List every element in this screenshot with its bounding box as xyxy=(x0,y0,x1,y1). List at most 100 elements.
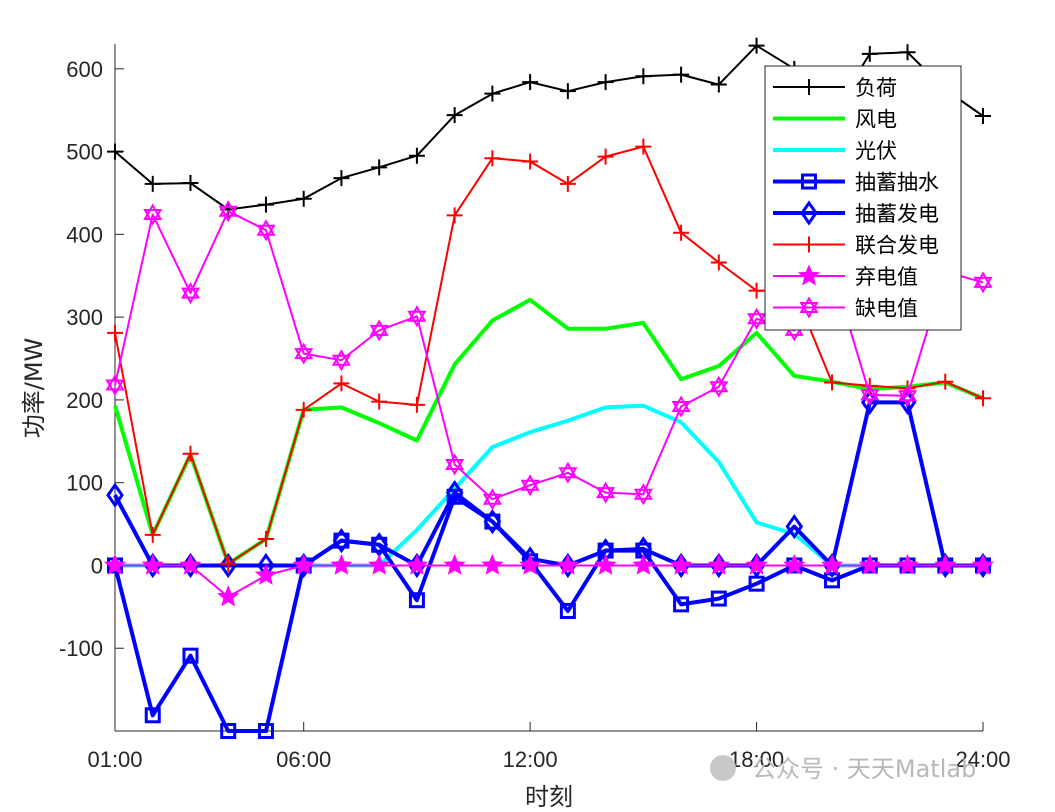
hexagram-up xyxy=(709,375,729,393)
series-4 xyxy=(107,488,991,739)
hexagram-down xyxy=(407,310,427,328)
data-point xyxy=(594,553,617,575)
data-point xyxy=(371,159,388,176)
data-point xyxy=(482,488,502,511)
data-point xyxy=(332,528,351,554)
y-tick-label: 100 xyxy=(66,471,103,496)
y-tick-label: 500 xyxy=(66,140,103,165)
y-tick-label: 400 xyxy=(66,222,103,247)
legend-item: 风电 xyxy=(773,108,897,132)
data-point xyxy=(785,513,804,540)
hexagram-down xyxy=(860,389,880,406)
hexagram-down xyxy=(369,324,389,342)
legend-item: 光伏 xyxy=(773,139,897,163)
data-point xyxy=(710,590,727,607)
data-point xyxy=(333,375,350,392)
legend-swatch-marker xyxy=(800,200,818,226)
legend-label: 弃电值 xyxy=(855,265,918,289)
data-point xyxy=(484,85,501,102)
data-point xyxy=(333,170,350,187)
data-point xyxy=(446,107,463,124)
data-point xyxy=(897,384,918,407)
data-point xyxy=(144,707,161,724)
x-tick-label: 06:00 xyxy=(276,747,331,772)
data-point xyxy=(443,553,466,575)
data-point xyxy=(783,553,806,575)
data-point xyxy=(182,175,199,192)
data-point xyxy=(179,553,202,575)
wechat-icon xyxy=(710,755,736,781)
legend-item: 抽蓄抽水 xyxy=(773,171,939,195)
legend-swatch-marker xyxy=(799,296,819,319)
hexagram-up xyxy=(105,374,125,391)
data-point xyxy=(596,481,616,504)
legend-item: 负荷 xyxy=(773,76,897,100)
hexagram-down xyxy=(331,354,351,372)
hexagram-up xyxy=(256,219,276,236)
data-point xyxy=(971,553,995,575)
data-point xyxy=(558,461,578,484)
watermark: 公众号 · 天天Matlab xyxy=(710,755,976,783)
data-point xyxy=(257,530,274,547)
legend-item: 联合发电 xyxy=(773,234,939,258)
legend-swatch-marker xyxy=(801,173,817,190)
hexagram-up xyxy=(331,349,351,366)
data-point xyxy=(292,553,315,575)
data-point xyxy=(180,282,201,305)
hexagram-up xyxy=(180,282,201,299)
axes-layer: -100 0 100 200 300 400 500 600 01:00 06:00 12:00 18… xyxy=(59,44,1011,772)
legend-swatch-marker xyxy=(797,264,821,286)
series-3 xyxy=(115,403,983,568)
data-point xyxy=(597,74,614,91)
hexagram-down xyxy=(558,467,578,484)
data-point xyxy=(217,585,240,607)
y-axis-label: 功率/MW xyxy=(20,338,48,439)
hexagram-down xyxy=(596,487,616,504)
hexagram-down xyxy=(897,390,918,407)
series-6 xyxy=(107,138,991,572)
data-point xyxy=(748,37,765,54)
data-point xyxy=(824,374,841,391)
x-tick-label: 18:00 xyxy=(729,747,784,772)
data-point xyxy=(405,553,429,575)
hexagram-up xyxy=(558,461,578,479)
data-point xyxy=(745,553,768,575)
y-tick-label: 300 xyxy=(66,305,103,330)
data-point xyxy=(709,375,729,398)
y-tick-label: -100 xyxy=(59,636,103,661)
series-7 xyxy=(103,553,995,607)
data-point xyxy=(481,553,504,575)
hexagram-down xyxy=(294,348,314,365)
data-point xyxy=(673,224,690,241)
data-point xyxy=(220,723,237,739)
hexagram-up xyxy=(860,383,880,401)
data-point xyxy=(937,373,954,390)
data-point xyxy=(559,602,576,619)
data-point xyxy=(635,68,652,85)
data-point xyxy=(368,553,391,575)
series-line xyxy=(113,494,983,733)
series-5 xyxy=(106,389,992,579)
legend-label: 负荷 xyxy=(855,76,897,100)
legend-label: 缺电值 xyxy=(855,297,918,321)
hexagram-up xyxy=(294,342,314,360)
data-point xyxy=(295,401,312,418)
hexagram-down xyxy=(520,479,540,497)
hexagram-up xyxy=(482,488,502,505)
data-point xyxy=(821,553,844,575)
data-point xyxy=(860,383,880,406)
data-point xyxy=(673,66,690,83)
data-point xyxy=(257,723,274,739)
data-point xyxy=(445,453,465,476)
data-point xyxy=(975,390,991,407)
data-point xyxy=(143,203,163,226)
hexagram-up xyxy=(897,384,918,402)
hexagram-down xyxy=(709,381,729,398)
data-point xyxy=(106,482,124,508)
data-point xyxy=(407,305,427,328)
hexagram-up xyxy=(445,453,465,470)
legend-label: 联合发电 xyxy=(855,234,939,258)
data-point xyxy=(710,254,727,271)
data-point xyxy=(669,553,693,575)
